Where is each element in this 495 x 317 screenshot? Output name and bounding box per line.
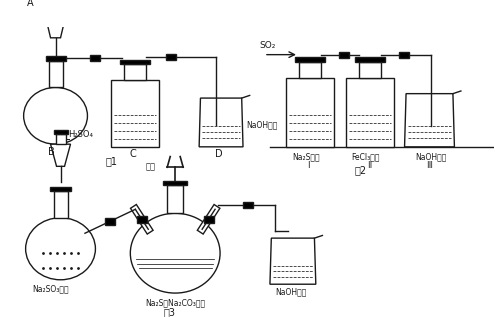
- Text: FeCl₃溶液: FeCl₃溶液: [352, 152, 380, 161]
- Text: NaOH溶液: NaOH溶液: [415, 152, 447, 161]
- Bar: [111, 80, 159, 147]
- Bar: [299, 62, 321, 78]
- Bar: [124, 64, 147, 80]
- Polygon shape: [404, 94, 454, 147]
- Bar: [55, 133, 65, 144]
- Circle shape: [26, 218, 96, 280]
- Text: C: C: [129, 150, 136, 159]
- Text: Na₂S溶液: Na₂S溶液: [292, 152, 319, 161]
- Text: NaOH溶液: NaOH溶液: [246, 120, 277, 129]
- Bar: [53, 191, 67, 218]
- Bar: [50, 187, 71, 191]
- Bar: [137, 216, 147, 223]
- Polygon shape: [50, 144, 70, 166]
- Bar: [167, 185, 183, 213]
- Text: Ⅰ: Ⅰ: [307, 161, 309, 170]
- Polygon shape: [43, 4, 68, 38]
- Text: Na₂S、Na₂CO₃溶液: Na₂S、Na₂CO₃溶液: [146, 299, 205, 307]
- Bar: [243, 202, 253, 208]
- Bar: [398, 52, 408, 58]
- Text: 图2: 图2: [355, 165, 367, 175]
- Text: A: A: [27, 0, 33, 8]
- Circle shape: [130, 213, 220, 293]
- Bar: [346, 78, 394, 147]
- Bar: [53, 130, 67, 133]
- Bar: [203, 216, 214, 223]
- Circle shape: [24, 87, 88, 144]
- Bar: [166, 54, 176, 61]
- Text: Ⅱ: Ⅱ: [367, 161, 371, 170]
- Bar: [91, 55, 100, 61]
- Bar: [46, 55, 65, 61]
- Bar: [120, 60, 150, 64]
- Polygon shape: [199, 98, 243, 147]
- Text: B: B: [48, 147, 54, 157]
- Text: 图1: 图1: [105, 157, 117, 166]
- Bar: [355, 57, 385, 62]
- Bar: [339, 52, 348, 58]
- Text: 图3: 图3: [163, 307, 175, 317]
- Text: Ⅲ: Ⅲ: [427, 161, 432, 170]
- Text: SO₂: SO₂: [259, 41, 275, 49]
- Bar: [105, 218, 115, 225]
- Text: D: D: [215, 150, 223, 159]
- Text: 搅拌: 搅拌: [146, 162, 155, 171]
- Text: NaOH溶液: NaOH溶液: [275, 288, 306, 297]
- Bar: [49, 61, 62, 87]
- Text: Na₂SO₃固体: Na₂SO₃固体: [33, 284, 69, 293]
- Bar: [286, 78, 334, 147]
- Text: H₂SO₄: H₂SO₄: [68, 130, 94, 139]
- Bar: [295, 57, 325, 62]
- Bar: [50, 0, 61, 4]
- Polygon shape: [270, 238, 316, 284]
- Bar: [359, 62, 381, 78]
- Bar: [163, 180, 187, 185]
